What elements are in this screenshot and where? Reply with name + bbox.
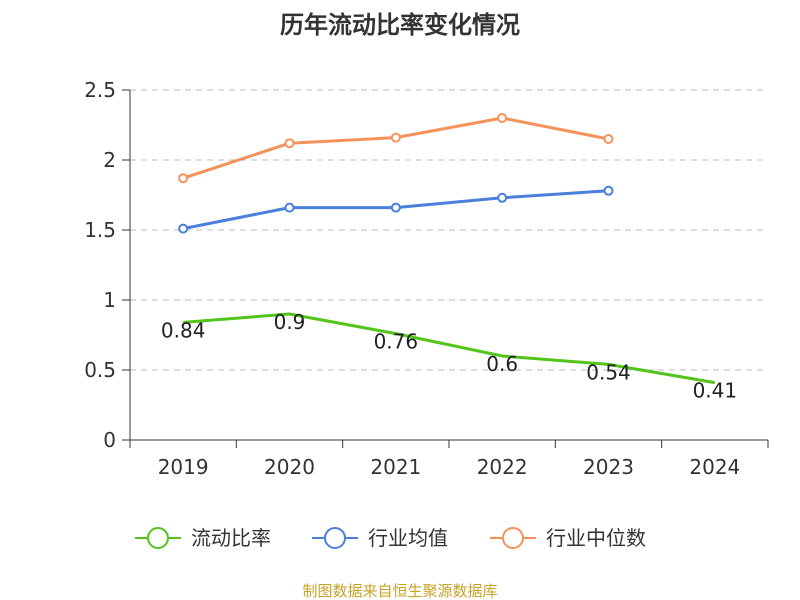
y-tick-label: 0.5 <box>84 358 116 382</box>
chart-title: 历年流动比率变化情况 <box>280 11 520 39</box>
legend-swatch-marker <box>324 527 346 549</box>
legend-label: 行业中位数 <box>546 526 646 550</box>
y-tick-label: 0 <box>103 428 116 452</box>
legend-item[interactable]: 行业均值 <box>312 526 448 550</box>
data-point <box>178 173 189 184</box>
legend-label: 流动比率 <box>191 526 271 550</box>
x-tick-label: 2020 <box>264 455 315 479</box>
x-tick-label: 2023 <box>583 455 634 479</box>
data-point <box>284 202 295 213</box>
data-label: 0.9 <box>274 310 306 334</box>
y-tick-label: 1.5 <box>84 218 116 242</box>
y-tick-label: 2.5 <box>84 78 116 102</box>
legend-label: 行业均值 <box>368 526 448 550</box>
data-label: 0.6 <box>486 352 518 376</box>
x-tick-label: 2021 <box>370 455 421 479</box>
x-tick-label: 2019 <box>158 455 209 479</box>
axes: 0 0.5 1 1.5 2 2.5 2019 2020 2021 2022 2023 2024 <box>84 78 769 479</box>
data-point <box>497 192 508 203</box>
data-label: 0.54 <box>586 360 631 384</box>
data-point <box>603 134 614 144</box>
data-label: 0.41 <box>693 379 738 403</box>
y-tick-label: 1 <box>103 288 116 312</box>
data-label: 0.76 <box>374 330 419 354</box>
source-note: 制图数据来自恒生聚源数据库 <box>302 582 497 600</box>
series-lines <box>178 113 716 385</box>
legend[interactable]: 流动比率 行业均值 行业中位数 <box>135 526 646 550</box>
data-point <box>178 223 189 234</box>
grid-lines <box>130 89 768 371</box>
x-tick-label: 2024 <box>689 455 740 479</box>
data-point <box>390 202 401 213</box>
y-tick-label: 2 <box>103 148 116 172</box>
data-point <box>390 132 401 143</box>
data-point <box>284 138 295 149</box>
series-line <box>183 312 716 385</box>
data-point <box>603 185 614 196</box>
x-tick-label: 2022 <box>477 455 528 479</box>
data-label: 0.84 <box>161 318 206 342</box>
data-point <box>497 113 508 123</box>
legend-swatch-marker <box>147 527 169 549</box>
legend-item[interactable]: 行业中位数 <box>490 526 646 550</box>
legend-swatch-marker <box>502 527 524 549</box>
series-line <box>182 116 609 180</box>
legend-item[interactable]: 流动比率 <box>135 526 271 550</box>
data-labels: 0.84 0.9 0.76 0.6 0.54 0.41 <box>161 310 737 403</box>
